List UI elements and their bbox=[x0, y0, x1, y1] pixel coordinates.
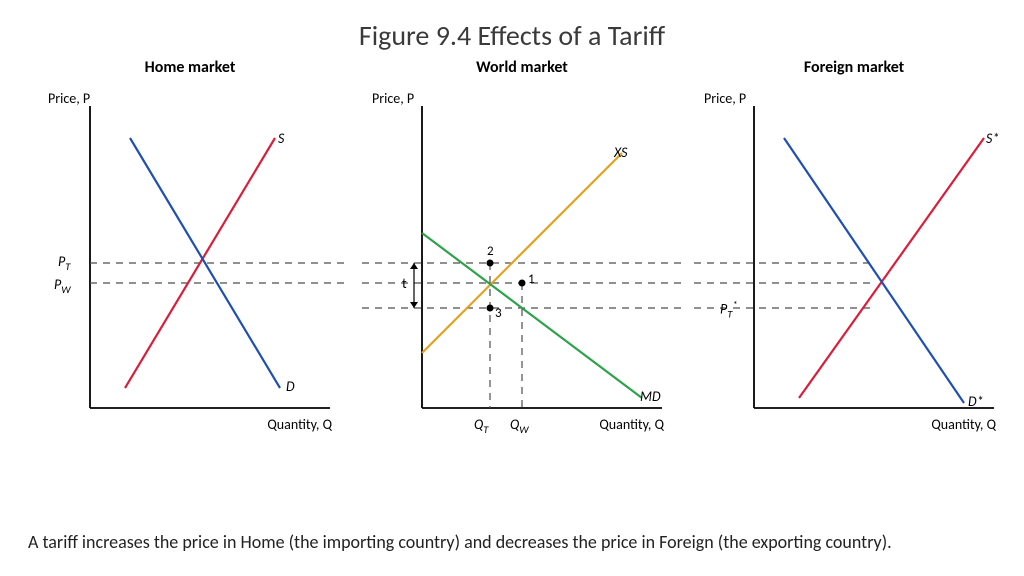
home-pt-label: PT bbox=[58, 253, 70, 273]
panel-home: Home market Price, P Quantity, Q PT PW S… bbox=[30, 58, 350, 468]
world-point-3-label: 3 bbox=[495, 306, 502, 321]
world-md-label: MD bbox=[640, 388, 661, 405]
home-x-label: Quantity, Q bbox=[267, 416, 332, 433]
world-xs-label: XS bbox=[614, 144, 627, 161]
panel-world: World market Price, P Quantity, Q XS MD … bbox=[362, 58, 682, 468]
figure-title: Figure 9.4 Effects of a Tariff bbox=[0, 0, 1024, 53]
world-t-label: t bbox=[402, 275, 407, 292]
world-qt-label: QT bbox=[474, 416, 488, 436]
foreign-demand-label: D* bbox=[968, 393, 984, 410]
home-supply-label: S bbox=[278, 130, 284, 147]
foreign-x-label: Quantity, Q bbox=[931, 416, 996, 433]
home-y-label: Price, P bbox=[48, 90, 90, 107]
home-pw-label: PW bbox=[54, 276, 71, 296]
world-qw-label: QW bbox=[510, 416, 529, 436]
figure-caption: A tariff increases the price in Home (th… bbox=[28, 531, 996, 554]
home-demand-label: D bbox=[286, 378, 295, 395]
world-x-label: Quantity, Q bbox=[599, 416, 664, 433]
chart-home bbox=[30, 58, 350, 468]
foreign-pt-star-label: PT* bbox=[720, 298, 738, 320]
foreign-supply-label: S* bbox=[986, 130, 999, 147]
world-point-1-label: 1 bbox=[528, 272, 535, 287]
panel-foreign: Foreign market Price, P Quantity, Q PT* … bbox=[694, 58, 1014, 468]
world-point-2-label: 2 bbox=[487, 244, 494, 259]
chart-foreign bbox=[694, 58, 1014, 468]
world-y-label: Price, P bbox=[372, 90, 414, 107]
foreign-y-label: Price, P bbox=[704, 90, 746, 107]
panels-row: Home market Price, P Quantity, Q PT PW S… bbox=[30, 58, 1014, 468]
chart-world bbox=[362, 58, 682, 468]
